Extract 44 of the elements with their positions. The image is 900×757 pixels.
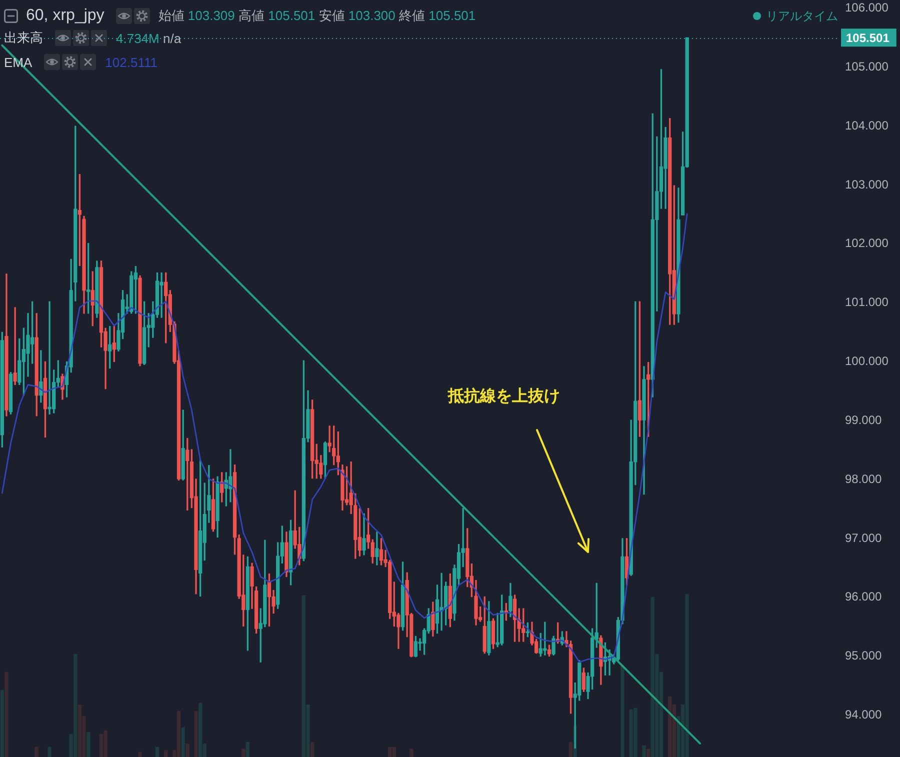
bar: [568, 742, 573, 757]
ref-line-label: 105.501: [846, 30, 890, 45]
bar: [0, 690, 4, 757]
y-tick-label: 94.000: [845, 707, 882, 722]
candlestick: [48, 301, 52, 414]
bar: [642, 745, 646, 757]
y-tick-label: 105.000: [845, 59, 889, 74]
bar: [104, 730, 108, 757]
annotation: 抵抗線を上抜け: [448, 386, 560, 407]
annotation: 始値 103.309 高値 105.501 安値 103.300 終値 105.501: [158, 8, 476, 23]
bar: [86, 732, 90, 757]
bar: [155, 746, 160, 757]
bar: [181, 727, 185, 757]
bar: [34, 746, 38, 757]
bar: [198, 702, 202, 757]
bar: [99, 734, 104, 757]
bar: [310, 742, 314, 757]
bar: [668, 696, 672, 757]
bar: [164, 750, 168, 757]
y-tick-label: 98.000: [845, 472, 882, 486]
annotation: リアルタイム: [766, 8, 838, 24]
bar: [246, 742, 250, 757]
bar: [176, 711, 181, 757]
bar: [392, 746, 396, 757]
y-tick-label: 97.000: [845, 530, 882, 545]
bar: [410, 748, 414, 757]
y-tick-label: 102.000: [845, 236, 889, 250]
y-tick-label: 95.000: [845, 648, 882, 663]
candlestick: [160, 272, 164, 318]
chart-title: 60, xrp_jpy: [26, 7, 104, 25]
y-tick-label: 100.000: [845, 354, 889, 368]
y-tick-label: 106.000: [845, 0, 889, 15]
bar: [302, 595, 306, 757]
bar: [646, 748, 650, 757]
bar: [138, 752, 142, 757]
y-tick-label: 103.000: [845, 177, 889, 192]
candlestick: [228, 449, 232, 502]
bar: [388, 746, 392, 757]
y-tick-label: 101.000: [845, 295, 889, 310]
y-tick-label: 96.000: [845, 590, 882, 604]
y-tick-label: 104.000: [845, 118, 889, 132]
y-tick-label: 99.000: [845, 412, 882, 427]
bar: [78, 704, 82, 757]
candlestick: [13, 307, 17, 386]
